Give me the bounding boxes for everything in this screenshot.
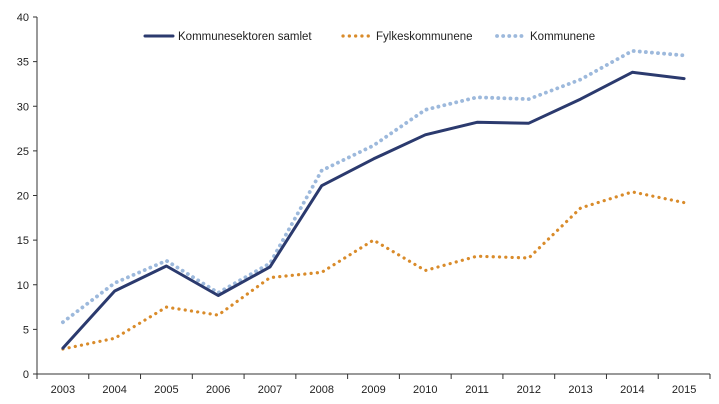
y-tick-label: 0 [23,369,29,381]
series-lines [61,48,686,351]
x-tick-label: 2015 [672,384,696,396]
y-tick-label: 30 [17,101,29,113]
y-tick-label: 10 [17,280,29,292]
legend-label: Fylkeskommunene [376,31,473,43]
y-axis-ticks: 0 5 10 15 20 25 30 35 40 [17,12,37,381]
x-tick-label: 2013 [568,384,592,396]
x-axis-ticks: 2003 2004 2005 2006 2007 2008 2009 2010 2011 2012… [36,374,711,396]
y-tick-label: 20 [17,191,29,203]
y-tick-label: 5 [23,324,29,336]
y-tick-label: 25 [17,146,29,158]
series-line-kommunesektoren-samlet [61,70,686,350]
legend-label: Kommunesektoren samlet [178,31,312,43]
x-tick-label: 2006 [206,384,230,396]
series-line-fylkeskommunene [61,190,686,351]
legend-label: Kommunene [530,31,595,43]
y-tick-label: 15 [17,235,29,247]
x-tick-label: 2004 [102,384,126,396]
x-tick-label: 2012 [517,384,541,396]
x-tick-label: 2003 [51,384,75,396]
series-line-kommunene [61,48,686,325]
x-tick-label: 2005 [154,384,178,396]
axes [36,17,710,375]
x-tick-label: 2014 [620,384,644,396]
x-tick-label: 2010 [413,384,437,396]
y-tick-label: 40 [17,12,29,24]
y-tick-label: 35 [17,57,29,69]
x-tick-label: 2007 [258,384,282,396]
x-tick-label: 2008 [309,384,333,396]
x-tick-label: 2011 [465,384,489,396]
legend: Kommunesektoren samlet Fylkeskommunene Kom… [143,31,595,43]
x-tick-label: 2009 [361,384,385,396]
